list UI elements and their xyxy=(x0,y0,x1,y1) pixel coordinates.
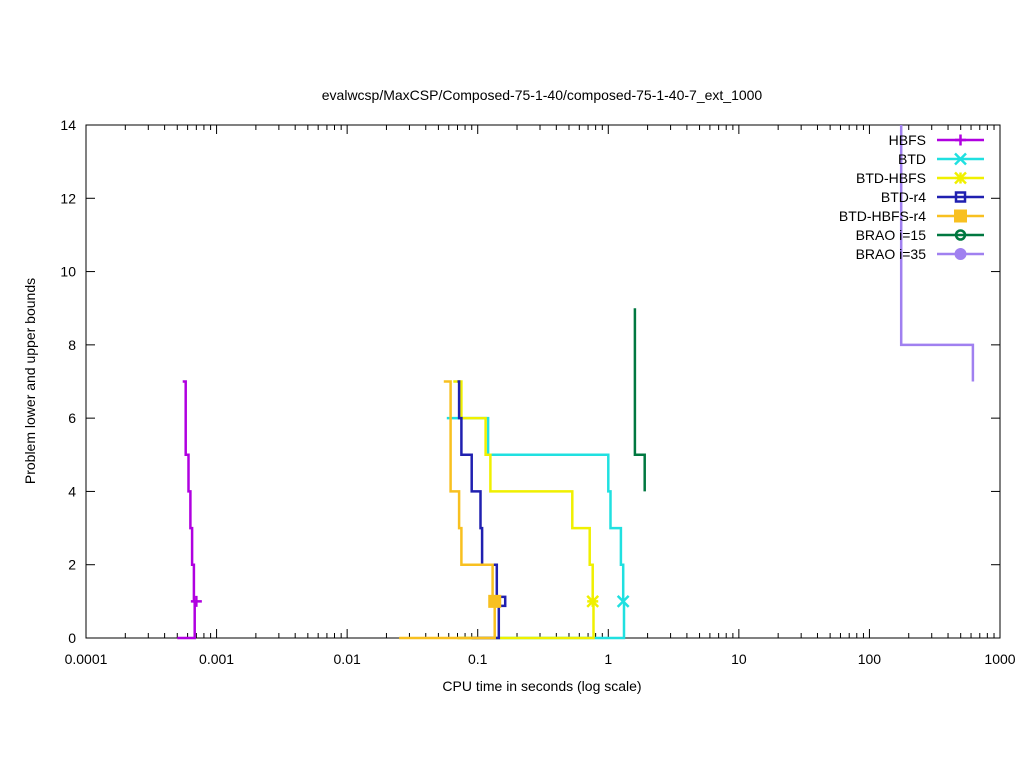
series-btd-hbfs-lower-bound xyxy=(457,601,595,640)
series-layer xyxy=(177,125,975,640)
legend-item-hbfs: HBFS xyxy=(889,132,984,148)
series-btd-lower-bound xyxy=(457,601,626,640)
series-btd-hbfs-marker xyxy=(586,594,600,608)
y-axis: 0 2 4 6 8 10 12 14 xyxy=(60,117,1000,646)
legend-marker xyxy=(954,152,967,166)
legend-label: BRAO i=15 xyxy=(856,227,927,243)
series-btd xyxy=(446,416,630,640)
series-hbfs xyxy=(177,380,202,640)
legend-item-btd-r4: BTD-r4 xyxy=(881,189,984,205)
series-hbfs-upper-bound xyxy=(182,380,197,603)
series-btd-upper-bound xyxy=(446,416,625,602)
legend-marker xyxy=(954,171,967,185)
chart-title: evalwcsp/MaxCSP/Composed-75-1-40/compose… xyxy=(322,87,763,103)
series-brao-i-15 xyxy=(633,308,646,492)
legend-marker xyxy=(954,191,967,203)
legend-marker xyxy=(955,134,966,146)
series-btd-hbfs xyxy=(453,380,600,640)
legend-item-btd: BTD xyxy=(898,151,984,167)
y-tick-label: 10 xyxy=(60,264,76,280)
y-tick-label: 0 xyxy=(68,630,76,646)
x-tick-label: 0.01 xyxy=(334,651,361,667)
x-axis-label: CPU time in seconds (log scale) xyxy=(442,678,641,694)
x-tick-label: 0.1 xyxy=(468,651,488,667)
series-btd-hbfs-r4-lower-bound xyxy=(399,601,496,640)
legend-label: BTD-HBFS xyxy=(856,170,926,186)
legend-marker xyxy=(954,229,967,241)
legend-label: BRAO i=35 xyxy=(856,246,927,262)
series-hbfs-marker xyxy=(190,595,202,607)
legend-marker xyxy=(954,248,967,260)
x-tick-label: 1 xyxy=(604,651,612,667)
series-btd-hbfs-r4-upper-bound xyxy=(443,380,494,602)
legend-label: BTD-HBFS-r4 xyxy=(839,208,926,224)
y-tick-label: 6 xyxy=(68,410,76,426)
x-tick-label: 100 xyxy=(858,651,882,667)
y-tick-label: 4 xyxy=(68,483,76,499)
legend-item-brao-i-15: BRAO i=15 xyxy=(856,227,984,243)
series-brao-i-35-upper-bound xyxy=(899,125,975,382)
legend-marker xyxy=(954,209,967,223)
plot-border xyxy=(85,124,1001,639)
legend-label: BTD xyxy=(898,151,926,167)
x-tick-label: 0.001 xyxy=(199,651,234,667)
y-tick-label: 2 xyxy=(68,557,76,573)
x-tick-label: 10 xyxy=(731,651,747,667)
series-brao-i-15-upper-bound xyxy=(633,308,646,492)
series-hbfs-lower-bound xyxy=(177,601,196,640)
x-axis: 0.0001 0.001 0.01 0.1 1 10 100 1000 xyxy=(65,125,1016,667)
legend-item-btd-hbfs-r4: BTD-HBFS-r4 xyxy=(839,208,984,224)
plot-frame xyxy=(85,124,1001,639)
legend-label: BTD-r4 xyxy=(881,189,926,205)
legend: HBFS BTD BTD-HBFS BTD-r4 BTD-HBFS-r4 BRAO i=1… xyxy=(839,132,984,262)
y-tick-label: 8 xyxy=(68,337,76,353)
series-btd-hbfs-r4-marker xyxy=(488,594,502,608)
legend-label: HBFS xyxy=(889,132,926,148)
x-tick-label: 0.0001 xyxy=(65,651,108,667)
series-brao-i-35 xyxy=(899,125,975,382)
series-btd-hbfs-r4 xyxy=(399,380,502,640)
legend-item-brao-i-35: BRAO i=35 xyxy=(856,246,984,262)
y-tick-label: 12 xyxy=(60,190,76,206)
y-axis-label: Problem lower and upper bounds xyxy=(22,278,38,484)
series-btd-marker xyxy=(616,594,630,608)
x-tick-label: 1000 xyxy=(984,651,1015,667)
legend-item-btd-hbfs: BTD-HBFS xyxy=(856,170,984,186)
y-tick-label: 14 xyxy=(60,117,76,133)
